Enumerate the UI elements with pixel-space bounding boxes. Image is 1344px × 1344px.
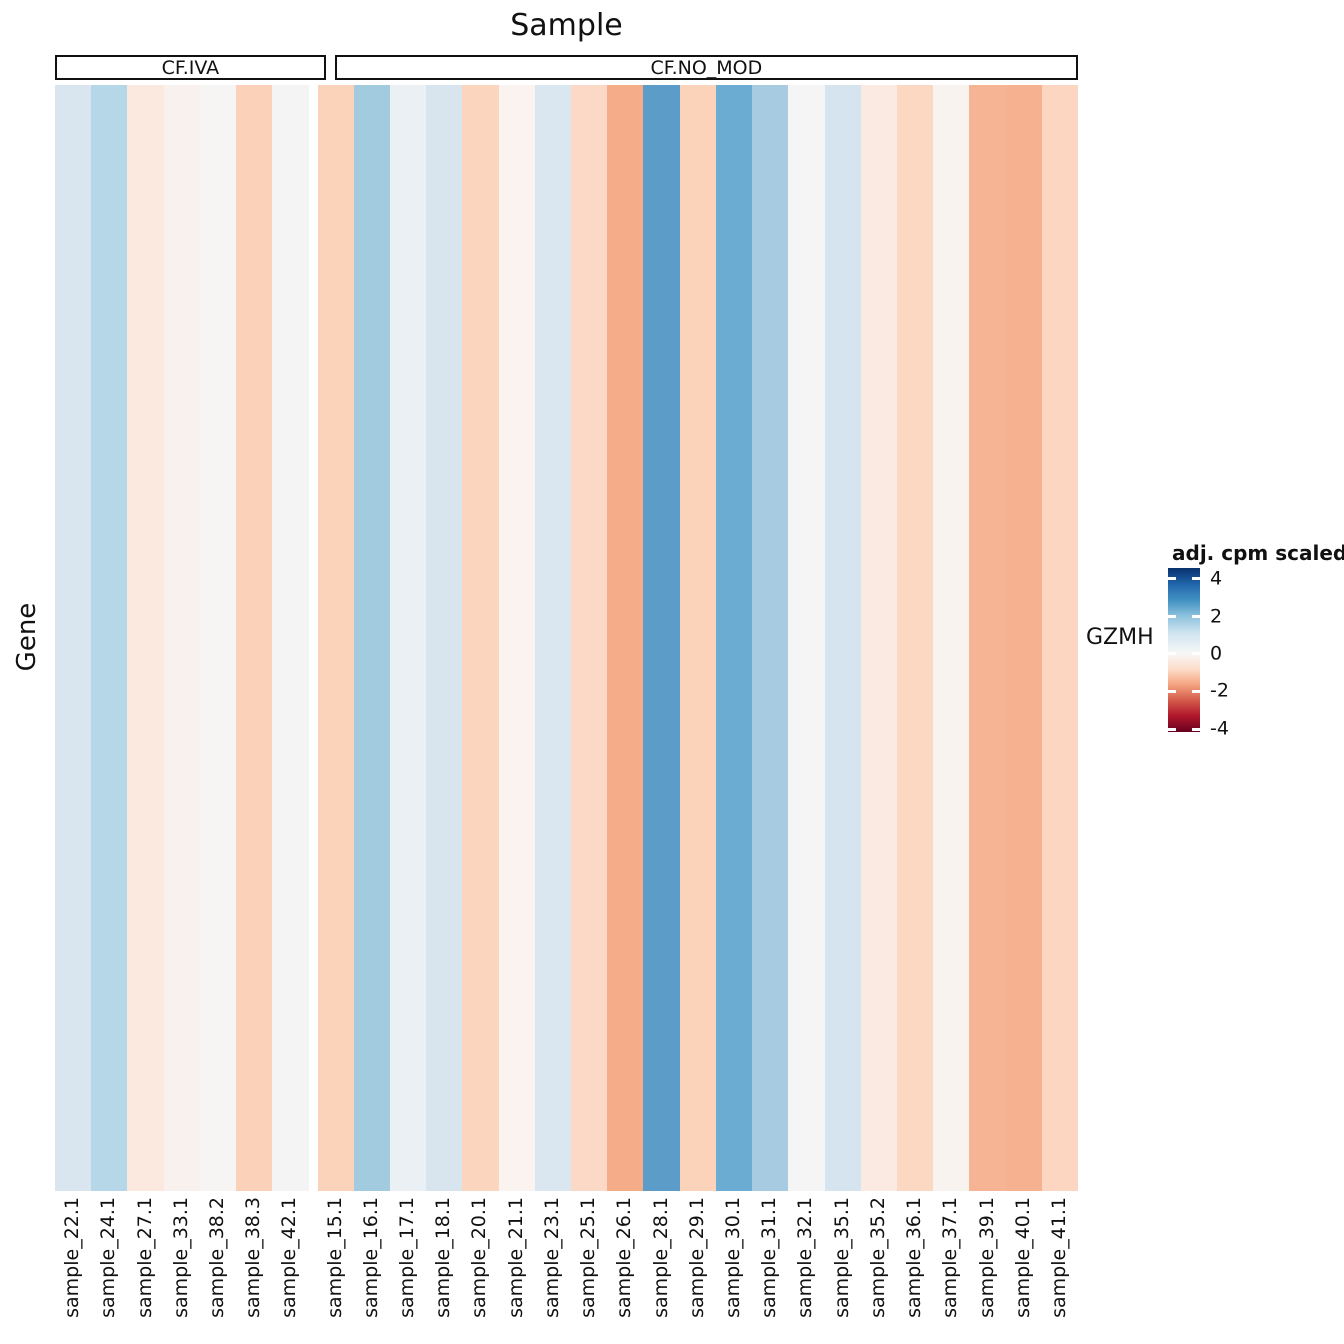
heatmap-cell: sample_28.1 <box>643 85 680 1318</box>
x-tick-label: sample_38.2 <box>205 1197 228 1318</box>
x-tick-label: sample_20.1 <box>468 1197 491 1318</box>
x-tick-label: sample_42.1 <box>278 1197 301 1318</box>
colorbar-tick-label: 4 <box>1210 567 1223 590</box>
heatmap-cell: sample_26.1 <box>607 85 644 1318</box>
x-tick-label: sample_21.1 <box>504 1197 527 1318</box>
facet-label-CF.IVA: CF.IVA <box>55 55 326 80</box>
heatmap-cell: sample_31.1 <box>752 85 789 1318</box>
heatmap-panel-CF.NO_MOD: sample_15.1 sample_16.1 sample_17.1 sample_… <box>317 85 1079 1318</box>
heatmap-cell: sample_35.2 <box>860 85 897 1318</box>
heatmap-cell: sample_37.1 <box>933 85 970 1318</box>
x-tick-label: sample_37.1 <box>939 1197 962 1318</box>
heatmap-cell: sample_21.1 <box>498 85 535 1318</box>
x-tick-label: sample_28.1 <box>649 1197 672 1318</box>
colorbar-tick-mark <box>1192 615 1200 619</box>
heatmap-cell: sample_39.1 <box>969 85 1006 1318</box>
x-tick-label: sample_24.1 <box>97 1197 120 1318</box>
colorbar-tick-label: -4 <box>1210 717 1229 740</box>
heatmap-cell: sample_18.1 <box>426 85 463 1318</box>
facet-strip: CF.IVA CF.NO_MOD <box>55 55 1078 80</box>
legend-title: adj. cpm scaled <box>1172 541 1344 565</box>
x-tick-label: sample_38.3 <box>242 1197 265 1318</box>
gene-row-label: GZMH <box>1086 625 1154 650</box>
x-tick-label: sample_16.1 <box>359 1197 382 1318</box>
colorbar-tick-mark <box>1168 615 1176 619</box>
heatmap-cell: sample_42.1 <box>272 85 309 1318</box>
x-tick-label: sample_15.1 <box>323 1197 346 1318</box>
heatmap-cell: sample_16.1 <box>353 85 390 1318</box>
colorbar-tick-mark <box>1168 689 1176 693</box>
heatmap-cell: sample_35.1 <box>824 85 861 1318</box>
x-tick-label: sample_39.1 <box>975 1197 998 1318</box>
heatmap-cell: sample_22.1 <box>55 85 92 1318</box>
x-tick-label: sample_18.1 <box>432 1197 455 1318</box>
x-tick-label: sample_35.1 <box>830 1197 853 1318</box>
heatmap-cell: sample_20.1 <box>462 85 499 1318</box>
heatmap-cell: sample_36.1 <box>897 85 934 1318</box>
heatmap-cell: sample_23.1 <box>534 85 572 1318</box>
x-tick-label: sample_26.1 <box>613 1197 636 1318</box>
plot-title: Sample <box>510 8 623 43</box>
heatmap-cell: sample_38.3 <box>236 85 273 1318</box>
x-tick-label: sample_33.1 <box>169 1197 192 1318</box>
heatmap-panels: sample_22.1 sample_24.1 sample_27.1 sample_… <box>55 85 1079 1318</box>
x-tick-label: sample_17.1 <box>396 1197 419 1318</box>
colorbar-tick-mark <box>1168 652 1176 656</box>
heatmap-cell: sample_24.1 <box>91 85 128 1318</box>
colorbar-tick-label: -2 <box>1210 679 1229 702</box>
colorbar-tick-mark <box>1192 689 1200 693</box>
colorbar-tick-mark <box>1168 577 1176 581</box>
colorbar-tick-label: 0 <box>1210 642 1223 665</box>
x-tick-label: sample_36.1 <box>903 1197 926 1318</box>
heatmap-cell: sample_38.2 <box>199 85 237 1318</box>
x-tick-label: sample_40.1 <box>1011 1197 1034 1318</box>
x-tick-label: sample_25.1 <box>577 1197 600 1318</box>
heatmap-cell: sample_40.1 <box>1005 85 1042 1318</box>
y-axis-title: Gene <box>12 602 42 672</box>
heatmap-cell: sample_29.1 <box>679 85 716 1318</box>
legend-colorbar: 4 2 0 -2 -4 <box>1168 568 1229 738</box>
heatmap-cell: sample_25.1 <box>571 85 608 1318</box>
x-tick-label: sample_30.1 <box>722 1197 745 1318</box>
colorbar-tick-label: 2 <box>1210 605 1223 628</box>
colorbar-tick-mark <box>1192 727 1200 731</box>
heatmap-cell: sample_17.1 <box>389 85 427 1318</box>
facet-label-CF.NO_MOD: CF.NO_MOD <box>334 55 1078 80</box>
heatmap-cell: sample_32.1 <box>788 85 825 1318</box>
x-tick-label: sample_29.1 <box>685 1197 708 1318</box>
x-tick-label: sample_32.1 <box>794 1197 817 1318</box>
heatmap-cell: sample_15.1 <box>317 85 354 1318</box>
heatmap-cell: sample_33.1 <box>163 85 200 1318</box>
x-tick-label: sample_31.1 <box>758 1197 781 1318</box>
heatmap-cell: sample_41.1 <box>1041 85 1079 1318</box>
x-tick-label: sample_27.1 <box>133 1197 156 1318</box>
x-tick-label: sample_35.2 <box>866 1197 889 1318</box>
x-tick-label: sample_23.1 <box>540 1197 563 1318</box>
colorbar-tick-mark <box>1192 577 1200 581</box>
x-tick-label: sample_41.1 <box>1047 1197 1070 1318</box>
heatmap-cell: sample_27.1 <box>127 85 164 1318</box>
heatmap-cell: sample_30.1 <box>715 85 753 1318</box>
colorbar-tick-mark <box>1192 652 1200 656</box>
heatmap-panel-CF.IVA: sample_22.1 sample_24.1 sample_27.1 sample_… <box>55 85 309 1318</box>
x-tick-label: sample_22.1 <box>61 1197 84 1318</box>
colorbar-tick-mark <box>1168 727 1176 731</box>
